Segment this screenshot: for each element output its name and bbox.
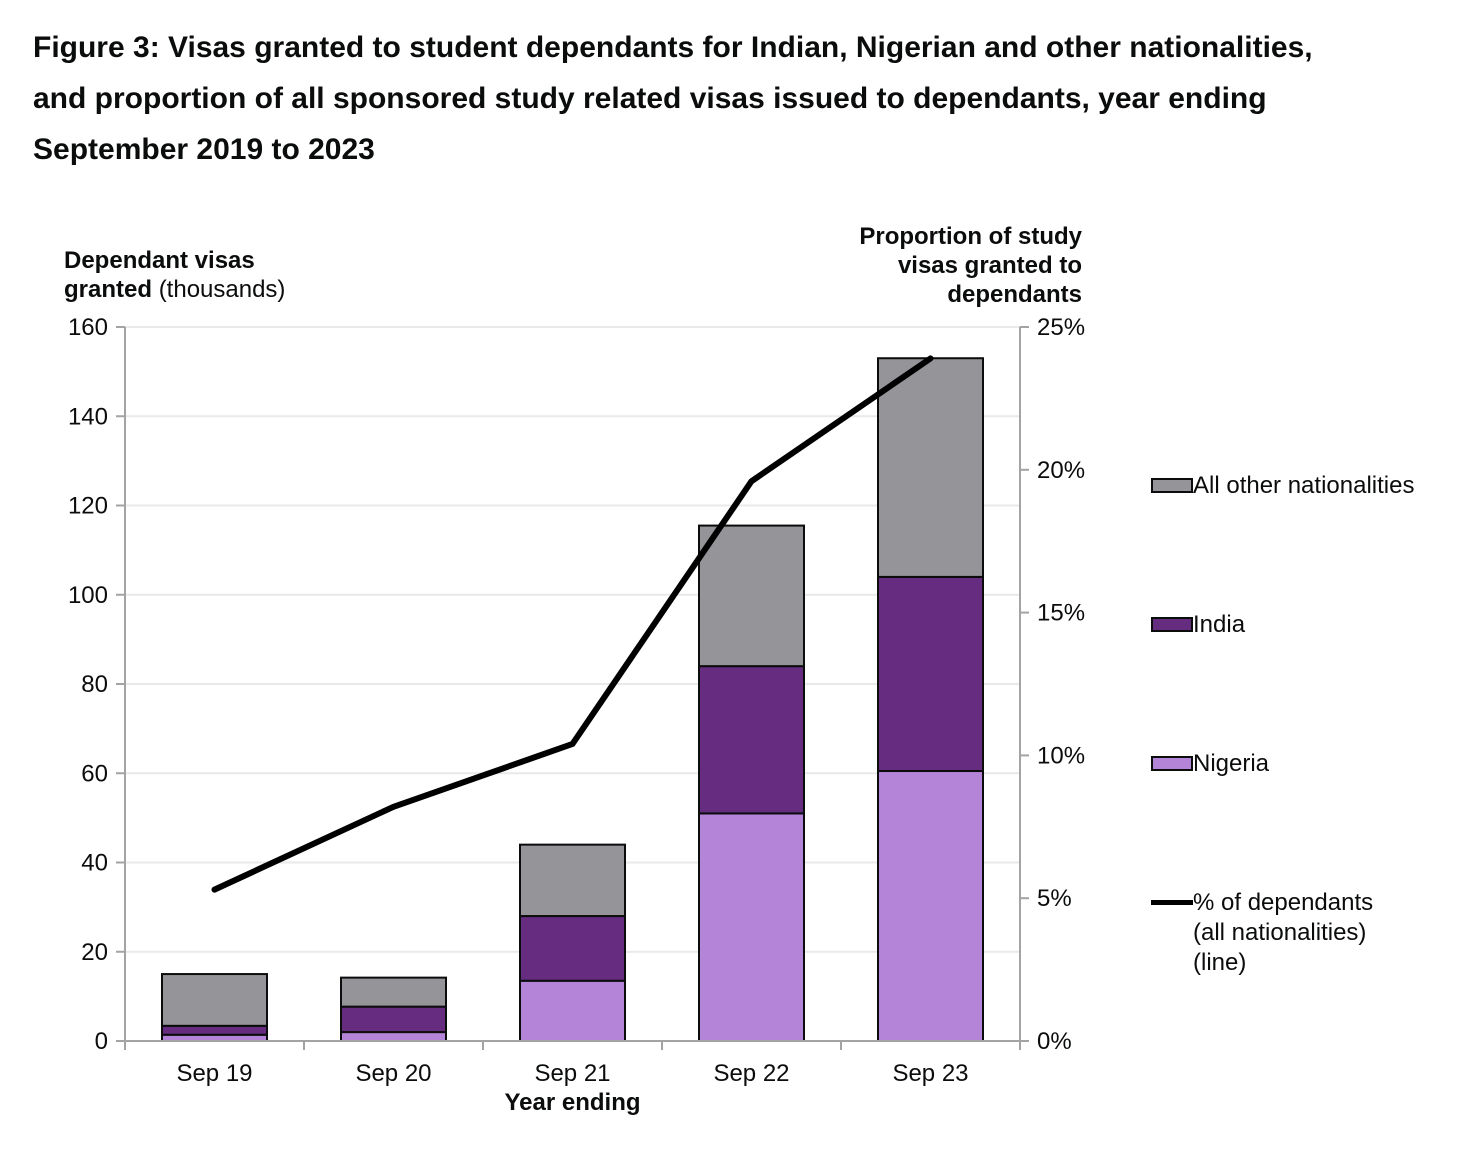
right-axis-tick-label: 20% bbox=[1037, 457, 1085, 484]
legend-label: India bbox=[1193, 611, 1246, 638]
left-axis-tick-label: 60 bbox=[81, 760, 108, 787]
bar-segment-all-other-nationalities bbox=[519, 843, 626, 918]
bar-segment-nigeria bbox=[519, 979, 626, 1042]
x-axis-category-label: Sep 23 bbox=[892, 1060, 968, 1087]
bar-segment-india bbox=[161, 1024, 268, 1036]
left-axis-title: Dependant visas granted (thousands) bbox=[64, 246, 296, 304]
x-axis-category-label: Sep 19 bbox=[176, 1060, 252, 1087]
bar-segment-all-other-nationalities bbox=[161, 973, 268, 1027]
left-axis-title-note: (thousands) bbox=[158, 276, 286, 303]
x-axis-category-label: Sep 20 bbox=[355, 1060, 431, 1087]
right-axis-tick-label: 25% bbox=[1037, 314, 1085, 341]
left-axis-tick-label: 160 bbox=[68, 314, 108, 341]
left-axis-tick-label: 140 bbox=[68, 403, 108, 430]
bar-segment-all-other-nationalities bbox=[877, 357, 984, 578]
x-axis-title: Year ending bbox=[504, 1089, 641, 1116]
bar-segment-india bbox=[340, 1005, 447, 1034]
bar-segment-nigeria bbox=[877, 770, 984, 1042]
legend-label: Nigeria bbox=[1193, 750, 1270, 777]
legend-item-all-other-nationalities: All other nationalities bbox=[1151, 471, 1421, 501]
all-other-nationalities-swatch-icon bbox=[1151, 478, 1193, 493]
right-axis-tick-label: 5% bbox=[1037, 885, 1072, 912]
right-axis-tick-label: 0% bbox=[1037, 1028, 1072, 1055]
legend-label: All other nationalities bbox=[1193, 472, 1415, 499]
left-axis-tick-label: 20 bbox=[81, 939, 108, 966]
legend-label: % of dependants (all nationalities) (lin… bbox=[1193, 889, 1374, 976]
left-axis-tick-label: 40 bbox=[81, 850, 108, 877]
right-axis-tick-label: 15% bbox=[1037, 600, 1085, 627]
legend-item-percent-line: % of dependants (all nationalities) (lin… bbox=[1151, 888, 1401, 978]
x-axis-category-label: Sep 21 bbox=[534, 1060, 610, 1087]
right-axis-tick-label: 10% bbox=[1037, 742, 1085, 769]
x-axis-category-label: Sep 22 bbox=[713, 1060, 789, 1087]
left-axis-tick-label: 100 bbox=[68, 582, 108, 609]
left-axis-tick-label: 120 bbox=[68, 493, 108, 520]
left-axis-tick-label: 0 bbox=[95, 1028, 108, 1055]
india-swatch-icon bbox=[1151, 617, 1193, 632]
bar-segment-india bbox=[519, 915, 626, 982]
bar-segment-india bbox=[698, 665, 805, 815]
nigeria-swatch-icon bbox=[1151, 756, 1193, 771]
right-axis-title: Proportion of study visas granted to dep… bbox=[859, 223, 1082, 308]
bar-segment-all-other-nationalities bbox=[340, 976, 447, 1008]
left-axis-title-bold: Dependant visas granted bbox=[64, 247, 255, 303]
bar-segment-all-other-nationalities bbox=[698, 524, 805, 668]
percent-dependants-line bbox=[211, 355, 934, 893]
bar-segment-nigeria bbox=[340, 1031, 447, 1042]
bar-segment-nigeria bbox=[698, 812, 805, 1042]
left-axis-tick-label: 80 bbox=[81, 671, 108, 698]
bar-segment-india bbox=[877, 575, 984, 773]
legend-item-nigeria: Nigeria bbox=[1151, 749, 1421, 779]
line-swatch-icon bbox=[1151, 900, 1193, 905]
figure-title: Figure 3: Visas granted to student depen… bbox=[33, 31, 1313, 166]
legend-item-india: India bbox=[1151, 610, 1421, 640]
